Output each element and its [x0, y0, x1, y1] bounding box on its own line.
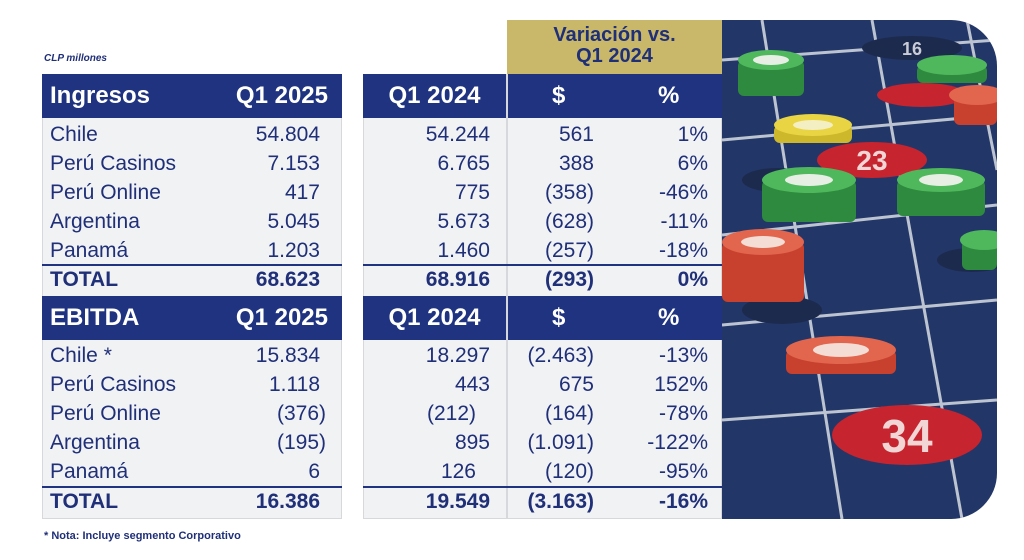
variation-header: Variación vs. Q1 2024: [507, 20, 722, 74]
total-prior: 19.549: [425, 490, 490, 513]
row-label: Perú Casinos: [50, 152, 177, 175]
row-pct: -122%: [647, 431, 708, 454]
row-dollar: (120): [544, 460, 594, 483]
row-current: 1.118: [269, 373, 320, 396]
row-label: Perú Casinos: [50, 373, 177, 396]
chip-stack-green-3: [897, 168, 985, 216]
row-dollar: (1.091): [527, 431, 594, 454]
row-pct: -46%: [658, 181, 708, 204]
row-prior: 895: [454, 431, 490, 454]
ingresos-col-current: Q1 2025: [235, 82, 328, 109]
row-dollar: (358): [544, 181, 594, 204]
chip-stack-red-1: [722, 229, 804, 302]
ebitda-title: EBITDA: [50, 304, 140, 331]
row-pct: -95%: [658, 460, 708, 483]
row-current: (376): [276, 402, 326, 425]
row-dollar: (164): [544, 402, 594, 425]
row-prior: 775: [454, 181, 490, 204]
chip-stack-yellow: [774, 114, 852, 143]
row-prior: 54.244: [425, 123, 490, 146]
row-label: Panamá: [50, 460, 129, 483]
roulette-number-16: 16: [902, 39, 922, 59]
row-label: Perú Online: [50, 181, 161, 204]
total-pct: 0%: [677, 268, 708, 291]
row-label: Chile: [50, 123, 98, 146]
variation-header-line2: Q1 2024: [576, 45, 653, 67]
row-prior: 126: [440, 460, 476, 483]
row-dollar: (2.463): [527, 344, 594, 367]
total-dollar: (293): [544, 268, 594, 291]
ebitda-col-dollar: $: [552, 304, 566, 331]
ingresos-header-prior: Q1 2024: [363, 74, 506, 118]
ingresos-col-dollar: $: [552, 82, 566, 109]
ingresos-total-divider-right: [363, 264, 722, 266]
roulette-illustration: 23 34 16: [722, 20, 997, 519]
total-label: TOTAL: [50, 490, 119, 513]
ebitda-header-left: EBITDA Q1 2025: [42, 296, 342, 340]
row-prior: 18.297: [425, 344, 490, 367]
row-label: Argentina: [50, 431, 140, 454]
total-label: TOTAL: [50, 268, 119, 291]
row-current: 6: [308, 460, 320, 483]
row-pct: -13%: [658, 344, 708, 367]
unit-label: CLP millones: [44, 53, 107, 64]
chip-stack-green-4: [917, 55, 987, 83]
row-prior: 443: [454, 373, 490, 396]
ebitda-col-pct: %: [658, 304, 680, 331]
row-dollar: (628): [544, 210, 594, 233]
chip-stack-red-3: [949, 85, 997, 125]
variation-header-line1: Variación vs.: [553, 24, 676, 46]
row-label: Chile *: [50, 344, 112, 367]
row-pct: 152%: [654, 373, 708, 396]
footnote: * Nota: Incluye segmento Corporativo: [44, 530, 241, 542]
chip-stack-red-2: [786, 336, 896, 374]
row-dollar: 561: [558, 123, 594, 146]
row-pct: -78%: [658, 402, 708, 425]
row-pct: 6%: [677, 152, 708, 175]
ingresos-title: Ingresos: [50, 82, 151, 109]
row-prior: (212): [426, 402, 476, 425]
row-pct: 1%: [677, 123, 708, 146]
row-current: (195): [276, 431, 326, 454]
roulette-number-23: 23: [856, 145, 887, 176]
chip-stack-green-1: [738, 50, 804, 96]
ebitda-col-current: Q1 2025: [235, 304, 328, 331]
row-prior: 6.765: [437, 152, 490, 175]
row-label: Panamá: [50, 239, 129, 262]
ingresos-header-var: $ %: [508, 74, 722, 118]
ingresos-total-divider: [42, 264, 342, 266]
row-current: 54.804: [255, 123, 320, 146]
row-dollar: (257): [544, 239, 594, 262]
ingresos-col-prior: Q1 2024: [388, 82, 481, 109]
row-current: 7.153: [267, 152, 320, 175]
row-pct: -11%: [660, 210, 708, 233]
row-current: 417: [284, 181, 320, 204]
total-dollar: (3.163): [527, 490, 594, 513]
row-current: 15.834: [255, 344, 320, 367]
ebitda-total-divider: [42, 486, 342, 488]
ebitda-col-prior: Q1 2024: [388, 304, 481, 331]
row-dollar: 675: [558, 373, 594, 396]
total-pct: -16%: [658, 490, 708, 513]
roulette-number-34: 34: [881, 410, 933, 462]
chip-stack-green-2: [762, 167, 856, 222]
row-current: 1.203: [267, 239, 320, 262]
chip-stack-green-5: [960, 230, 997, 270]
row-dollar: 388: [558, 152, 594, 175]
row-label: Perú Online: [50, 402, 161, 425]
row-label: Argentina: [50, 210, 140, 233]
row-pct: -18%: [658, 239, 708, 262]
row-prior: 5.673: [437, 210, 490, 233]
ingresos-col-pct: %: [658, 82, 680, 109]
total-current: 68.623: [255, 268, 320, 291]
total-prior: 68.916: [425, 268, 490, 291]
ebitda-header-prior: Q1 2024: [363, 296, 506, 340]
row-prior: 1.460: [437, 239, 490, 262]
total-current: 16.386: [255, 490, 320, 513]
ebitda-header-var: $ %: [508, 296, 722, 340]
roulette-photo: 23 34 16: [722, 20, 997, 519]
ingresos-header-left: Ingresos Q1 2025: [42, 74, 342, 118]
row-current: 5.045: [267, 210, 320, 233]
ebitda-total-divider-right: [363, 486, 722, 488]
